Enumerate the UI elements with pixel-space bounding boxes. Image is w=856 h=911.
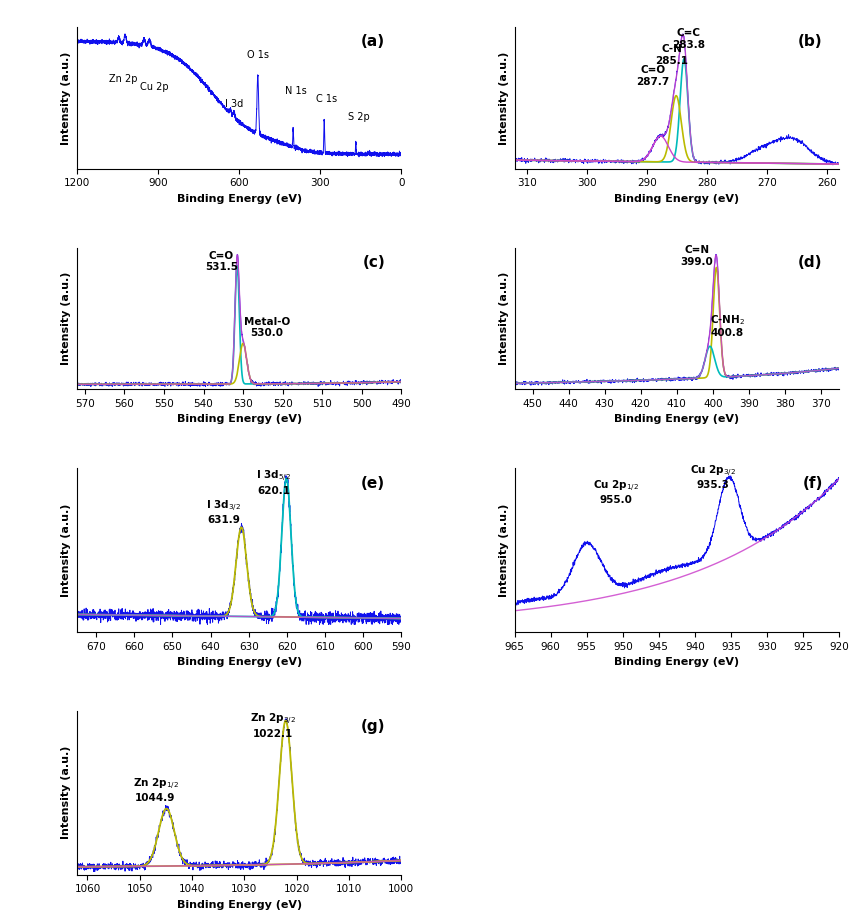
Text: Zn 2p$_{3/2}$
1022.1: Zn 2p$_{3/2}$ 1022.1 (250, 712, 296, 739)
X-axis label: Binding Energy (eV): Binding Energy (eV) (615, 415, 740, 425)
Text: (g): (g) (360, 719, 385, 734)
Text: Metal-O
530.0: Metal-O 530.0 (244, 317, 290, 338)
Text: C-N
285.1: C-N 285.1 (656, 44, 688, 66)
X-axis label: Binding Energy (eV): Binding Energy (eV) (176, 900, 301, 910)
Y-axis label: Intensity (a.u.): Intensity (a.u.) (499, 51, 509, 145)
Text: (a): (a) (361, 35, 385, 49)
Text: N 1s: N 1s (285, 86, 306, 96)
Y-axis label: Intensity (a.u.): Intensity (a.u.) (499, 504, 509, 597)
Text: Cu 2p$_{3/2}$
935.3: Cu 2p$_{3/2}$ 935.3 (690, 464, 736, 490)
Text: (d): (d) (798, 255, 823, 270)
Y-axis label: Intensity (a.u.): Intensity (a.u.) (62, 504, 72, 597)
Text: C=N
399.0: C=N 399.0 (681, 245, 713, 267)
X-axis label: Binding Energy (eV): Binding Energy (eV) (176, 194, 301, 204)
Text: C=O
287.7: C=O 287.7 (636, 65, 669, 87)
Text: (b): (b) (798, 35, 823, 49)
Text: (c): (c) (362, 255, 385, 270)
Text: O 1s: O 1s (247, 50, 269, 60)
Text: C=C
283.8: C=C 283.8 (672, 28, 705, 50)
Text: I 3d$_{3/2}$
631.9: I 3d$_{3/2}$ 631.9 (206, 498, 241, 526)
Y-axis label: Intensity (a.u.): Intensity (a.u.) (62, 746, 72, 839)
X-axis label: Binding Energy (eV): Binding Energy (eV) (615, 657, 740, 667)
Text: Zn 2p: Zn 2p (109, 74, 137, 84)
Y-axis label: Intensity (a.u.): Intensity (a.u.) (62, 51, 72, 145)
Text: C 1s: C 1s (316, 94, 336, 104)
Text: I 3d$_{5/2}$
620.1: I 3d$_{5/2}$ 620.1 (256, 469, 291, 496)
Text: Cu 2p$_{1/2}$
955.0: Cu 2p$_{1/2}$ 955.0 (592, 478, 639, 506)
Text: Cu 2p: Cu 2p (140, 82, 169, 92)
X-axis label: Binding Energy (eV): Binding Energy (eV) (176, 657, 301, 667)
Text: S 2p: S 2p (348, 112, 370, 122)
X-axis label: Binding Energy (eV): Binding Energy (eV) (615, 194, 740, 204)
Text: Zn 2p$_{1/2}$
1044.9: Zn 2p$_{1/2}$ 1044.9 (133, 776, 178, 804)
Y-axis label: Intensity (a.u.): Intensity (a.u.) (499, 271, 509, 365)
Text: (e): (e) (361, 476, 385, 491)
Y-axis label: Intensity (a.u.): Intensity (a.u.) (62, 271, 72, 365)
Text: C-NH$_2$
400.8: C-NH$_2$ 400.8 (710, 312, 745, 338)
X-axis label: Binding Energy (eV): Binding Energy (eV) (176, 415, 301, 425)
Text: I 3d: I 3d (224, 99, 243, 109)
Text: C=O
531.5: C=O 531.5 (205, 251, 238, 272)
Text: (f): (f) (802, 476, 823, 491)
